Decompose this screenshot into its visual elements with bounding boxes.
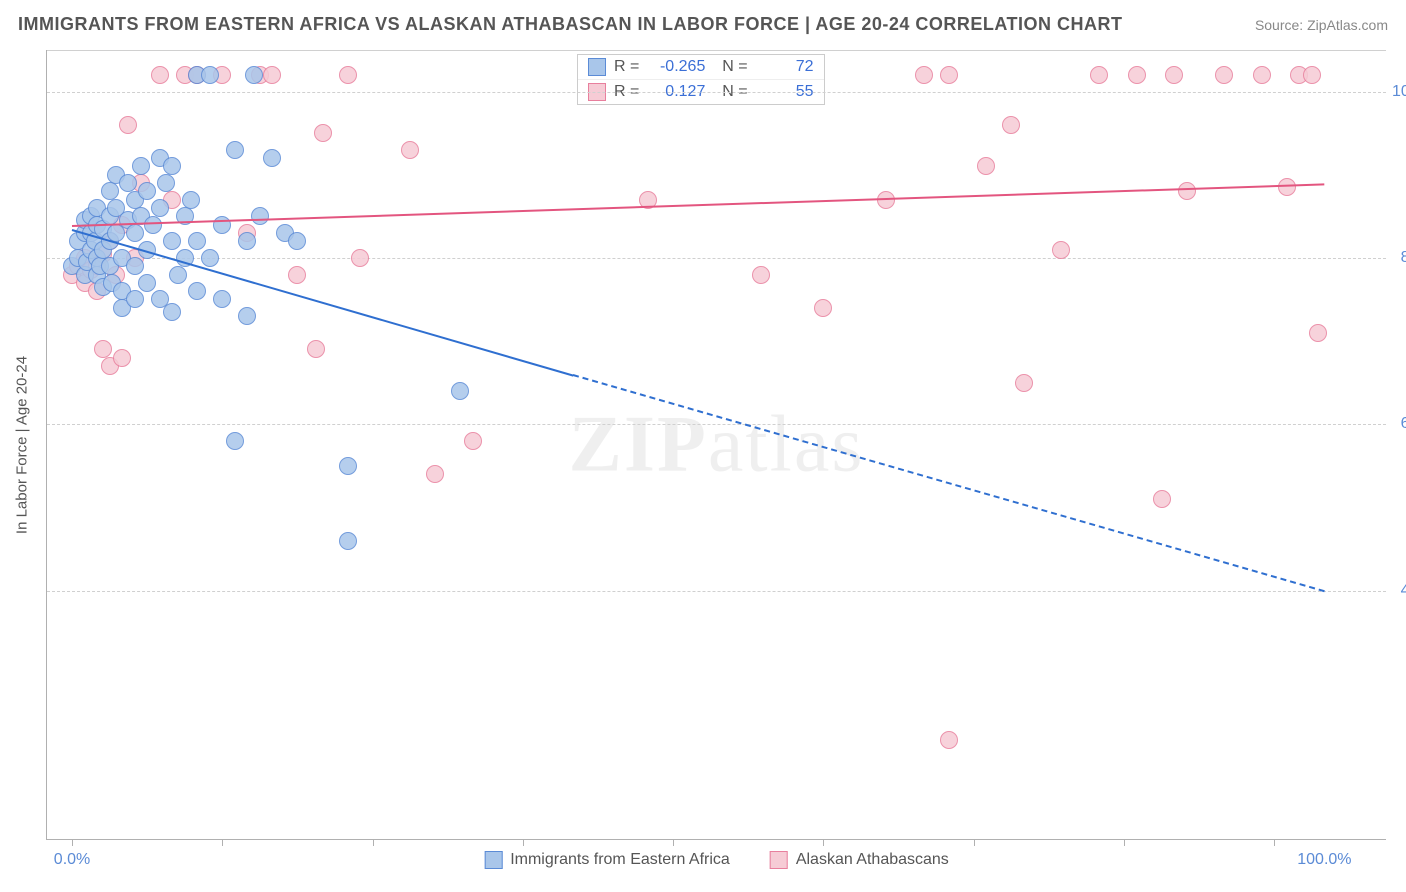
data-point — [1253, 66, 1271, 84]
data-point — [1178, 182, 1196, 200]
swatch-blue — [588, 58, 606, 76]
chart-area: In Labor Force | Age 20-24 ZIPatlas R =-… — [46, 50, 1386, 840]
data-point — [339, 457, 357, 475]
data-point — [915, 66, 933, 84]
data-point — [113, 349, 131, 367]
data-point — [1090, 66, 1108, 84]
data-point — [226, 141, 244, 159]
data-point — [1015, 374, 1033, 392]
data-point — [201, 249, 219, 267]
data-point — [182, 191, 200, 209]
legend-label-pink: Alaskan Athabascans — [796, 851, 949, 869]
y-axis-label: In Labor Force | Age 20-24 — [14, 356, 31, 534]
data-point — [1002, 116, 1020, 134]
legend-item-blue: Immigrants from Eastern Africa — [484, 851, 730, 869]
data-point — [151, 66, 169, 84]
data-point — [940, 66, 958, 84]
trend-line — [72, 183, 1324, 227]
chart-source: Source: ZipAtlas.com — [1255, 17, 1388, 33]
data-point — [126, 224, 144, 242]
chart-title: IMMIGRANTS FROM EASTERN AFRICA VS ALASKA… — [18, 14, 1123, 35]
y-tick-label: 40.0% — [1392, 582, 1406, 600]
data-point — [752, 266, 770, 284]
data-point — [351, 249, 369, 267]
data-point — [339, 66, 357, 84]
x-tick-label: 0.0% — [54, 851, 90, 869]
data-point — [263, 149, 281, 167]
data-point — [138, 274, 156, 292]
legend-row-blue: R =-0.265 N =72 — [578, 55, 824, 80]
data-point — [288, 266, 306, 284]
y-tick-label: 80.0% — [1392, 249, 1406, 267]
data-point — [314, 124, 332, 142]
data-point — [238, 307, 256, 325]
data-point — [119, 116, 137, 134]
data-point — [426, 465, 444, 483]
data-point — [307, 340, 325, 358]
series-legend: Immigrants from Eastern Africa Alaskan A… — [484, 851, 949, 869]
data-point — [213, 216, 231, 234]
data-point — [1215, 66, 1233, 84]
data-point — [251, 207, 269, 225]
data-point — [101, 182, 119, 200]
data-point — [814, 299, 832, 317]
data-point — [163, 303, 181, 321]
data-point — [238, 232, 256, 250]
data-point — [263, 66, 281, 84]
data-point — [119, 174, 137, 192]
data-point — [163, 232, 181, 250]
data-point — [126, 257, 144, 275]
y-tick-label: 60.0% — [1392, 415, 1406, 433]
data-point — [1153, 490, 1171, 508]
data-point — [226, 432, 244, 450]
data-point — [157, 174, 175, 192]
data-point — [245, 66, 263, 84]
data-point — [977, 157, 995, 175]
data-point — [451, 382, 469, 400]
data-point — [144, 216, 162, 234]
data-point — [94, 340, 112, 358]
y-tick-label: 100.0% — [1392, 83, 1406, 101]
swatch-blue-icon — [484, 851, 502, 869]
correlation-legend: R =-0.265 N =72 R =0.127 N =55 — [577, 54, 825, 105]
data-point — [201, 66, 219, 84]
data-point — [401, 141, 419, 159]
data-point — [169, 266, 187, 284]
data-point — [1128, 66, 1146, 84]
legend-item-pink: Alaskan Athabascans — [770, 851, 949, 869]
data-point — [288, 232, 306, 250]
plot-region: ZIPatlas R =-0.265 N =72 R =0.127 N =55 … — [46, 50, 1386, 840]
data-point — [126, 290, 144, 308]
data-point — [138, 182, 156, 200]
data-point — [213, 290, 231, 308]
data-point — [188, 282, 206, 300]
data-point — [151, 199, 169, 217]
data-point — [163, 157, 181, 175]
data-point — [940, 731, 958, 749]
data-point — [1165, 66, 1183, 84]
data-point — [188, 232, 206, 250]
data-point — [1278, 178, 1296, 196]
legend-label-blue: Immigrants from Eastern Africa — [510, 851, 730, 869]
swatch-pink-icon — [770, 851, 788, 869]
data-point — [339, 532, 357, 550]
data-point — [1303, 66, 1321, 84]
data-point — [1052, 241, 1070, 259]
data-point — [1309, 324, 1327, 342]
data-point — [464, 432, 482, 450]
x-tick-label: 100.0% — [1297, 851, 1351, 869]
trend-line — [573, 374, 1325, 592]
data-point — [132, 157, 150, 175]
